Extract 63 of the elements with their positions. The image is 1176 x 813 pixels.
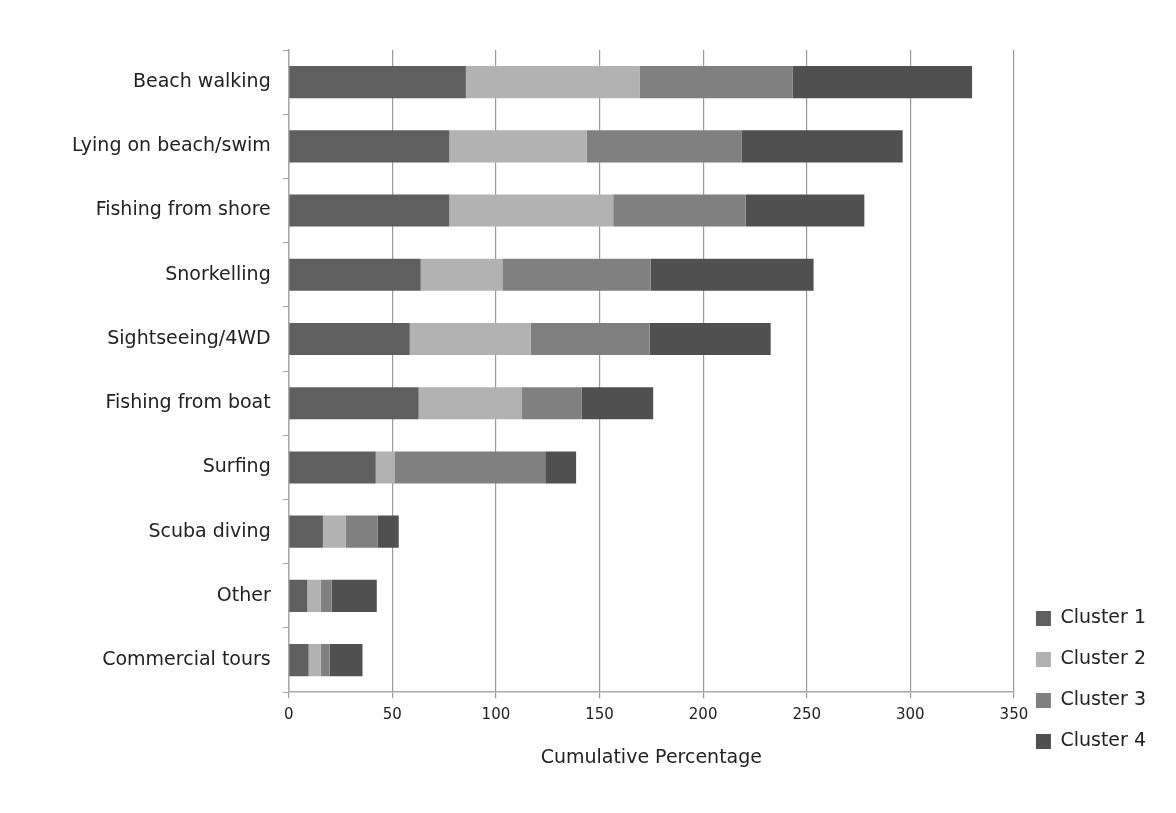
y-tick-label: Fishing from shore xyxy=(95,197,271,220)
legend-label: Cluster 2 xyxy=(1060,646,1147,669)
bar xyxy=(418,387,523,420)
bar xyxy=(502,258,651,291)
x-tick-label: 200 xyxy=(688,705,718,724)
y-tick-label: Sightseeing/4WD xyxy=(107,325,271,348)
bar xyxy=(465,66,640,99)
y-tick-label: Lying on beach/swim xyxy=(71,133,271,156)
y-tick-label: Commercial tours xyxy=(102,647,271,670)
bar xyxy=(289,451,376,484)
bar xyxy=(289,515,323,548)
x-tick-label: 300 xyxy=(896,705,925,724)
bar xyxy=(375,451,395,484)
bar xyxy=(320,644,330,677)
bar xyxy=(409,322,531,356)
y-tick-label: Snorkelling xyxy=(165,261,271,284)
bar xyxy=(289,579,308,612)
x-tick-label: 150 xyxy=(585,705,614,724)
bar xyxy=(420,258,503,291)
bar xyxy=(289,322,410,356)
bar xyxy=(639,66,793,99)
x-tick-label: 350 xyxy=(999,705,1029,724)
bar xyxy=(650,258,814,291)
bar xyxy=(613,194,746,227)
bar xyxy=(289,258,421,291)
bar xyxy=(307,579,321,612)
bar xyxy=(581,387,654,420)
bar xyxy=(741,130,903,163)
bar xyxy=(586,130,742,163)
x-tick-label: 250 xyxy=(792,705,822,724)
x-tick-label: 0 xyxy=(283,705,294,724)
bar xyxy=(289,66,466,99)
bar xyxy=(745,194,865,227)
bar xyxy=(522,387,582,420)
bar xyxy=(308,644,321,677)
y-tick-label: Other xyxy=(216,582,271,605)
bar xyxy=(377,515,399,548)
y-tick-label: Scuba diving xyxy=(148,518,271,541)
bar xyxy=(792,66,973,99)
x-tick-label: 50 xyxy=(382,705,402,724)
x-axis-title: Cumulative Percentage xyxy=(540,744,763,767)
bar xyxy=(449,130,587,163)
bar xyxy=(530,322,650,356)
bar xyxy=(331,579,377,612)
bar xyxy=(649,322,771,356)
bar xyxy=(322,515,346,548)
y-tick-label: Surfing xyxy=(202,454,271,477)
bar xyxy=(345,515,378,548)
bar xyxy=(320,579,332,612)
legend-label: Cluster 1 xyxy=(1060,605,1147,628)
bar xyxy=(289,194,450,227)
y-tick-label: Beach walking xyxy=(132,69,271,92)
bar xyxy=(289,387,419,420)
bar xyxy=(394,451,546,484)
legend-label: Cluster 4 xyxy=(1060,728,1147,751)
bar xyxy=(449,194,614,227)
bar xyxy=(545,451,577,484)
bar xyxy=(329,644,363,677)
x-tick-label: 100 xyxy=(481,705,511,724)
bar xyxy=(289,644,309,677)
y-tick-label: Fishing from boat xyxy=(105,390,271,413)
legend-label: Cluster 3 xyxy=(1060,687,1147,710)
bar xyxy=(289,130,450,163)
